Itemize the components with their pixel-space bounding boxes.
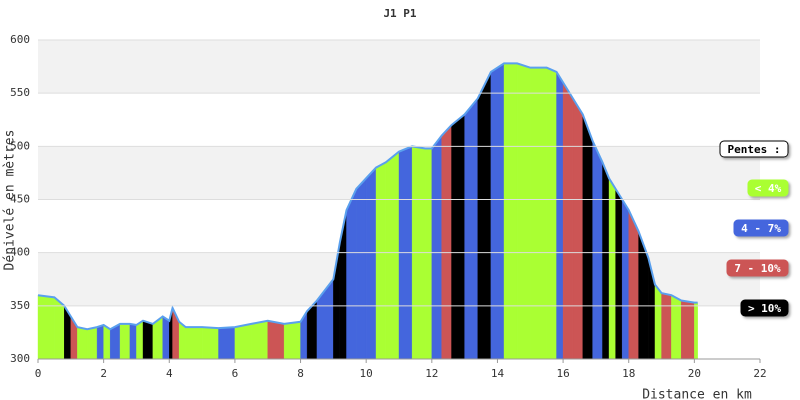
x-tick-label: 14 bbox=[491, 367, 505, 380]
slope-segment bbox=[201, 326, 219, 360]
slope-segment bbox=[162, 316, 170, 360]
slope-segment bbox=[546, 67, 557, 360]
slope-segment bbox=[136, 320, 144, 360]
legend-box bbox=[740, 299, 789, 317]
slope-segment bbox=[267, 320, 285, 360]
chart-title: J1 P1 bbox=[383, 7, 416, 20]
legend-item: 4 - 7% bbox=[733, 219, 789, 237]
slope-segment bbox=[608, 177, 616, 360]
slope-segment bbox=[621, 198, 629, 360]
slope-segment bbox=[96, 324, 104, 360]
slope-segment bbox=[694, 302, 698, 360]
slope-segment bbox=[562, 81, 574, 360]
x-tick-label: 8 bbox=[297, 367, 304, 380]
slope-segment bbox=[615, 188, 623, 360]
slope-segment bbox=[661, 292, 672, 360]
x-tick-label: 6 bbox=[232, 367, 239, 380]
slope-segment bbox=[218, 326, 236, 360]
x-tick-label: 2 bbox=[100, 367, 107, 380]
slope-segment bbox=[365, 167, 377, 360]
slope-segment bbox=[356, 177, 367, 360]
y-tick-label: 450 bbox=[10, 193, 30, 206]
profile-line bbox=[37, 62, 698, 331]
y-tick-label: 600 bbox=[10, 33, 30, 46]
slope-segment bbox=[346, 188, 357, 360]
slope-segment bbox=[87, 326, 98, 360]
slope-segment bbox=[516, 63, 531, 360]
legend-item: Pentes : bbox=[719, 140, 789, 158]
slope-segment bbox=[681, 300, 695, 360]
y-tick-label: 500 bbox=[10, 139, 30, 152]
legend-label: < 4% bbox=[755, 182, 782, 195]
slope-segment bbox=[185, 326, 203, 360]
x-tick-label: 18 bbox=[622, 367, 635, 380]
slope-segment bbox=[490, 63, 505, 360]
x-axis-label: Distance en km bbox=[642, 388, 752, 400]
slope-segment bbox=[425, 148, 433, 360]
y-axis-label: Dénivelé en mètres bbox=[3, 130, 18, 271]
slope-segment bbox=[103, 324, 111, 360]
slope-segment bbox=[385, 151, 400, 360]
legend-label: 7 - 10% bbox=[734, 262, 781, 275]
legend-label: > 10% bbox=[748, 302, 781, 315]
slope-segment bbox=[251, 320, 268, 360]
slope-segment bbox=[556, 71, 564, 360]
x-tick-label: 20 bbox=[688, 367, 701, 380]
legend-box bbox=[726, 259, 789, 277]
x-tick-label: 12 bbox=[425, 367, 438, 380]
y-tick-label: 550 bbox=[10, 86, 30, 99]
slope-segment bbox=[451, 114, 465, 360]
legend-box bbox=[747, 179, 789, 197]
legend-label: Pentes : bbox=[728, 143, 781, 156]
legend-item: 7 - 10% bbox=[726, 259, 789, 277]
x-tick-label: 0 bbox=[35, 367, 42, 380]
slope-segment bbox=[628, 210, 639, 360]
slope-segment bbox=[129, 323, 137, 360]
slope-segment bbox=[54, 296, 65, 360]
legend-item: < 4% bbox=[747, 179, 789, 197]
slope-segment bbox=[234, 323, 252, 360]
legend-box bbox=[733, 219, 789, 237]
slope-segment bbox=[530, 67, 547, 360]
x-tick-label: 22 bbox=[753, 367, 766, 380]
slope-segment bbox=[572, 97, 583, 360]
x-tick-label: 10 bbox=[360, 367, 373, 380]
y-tick-label: 300 bbox=[10, 352, 30, 365]
slope-segment bbox=[464, 97, 478, 360]
slope-segment bbox=[142, 320, 154, 360]
x-tick-label: 4 bbox=[166, 367, 173, 380]
slope-segment bbox=[37, 294, 55, 360]
slope-segment bbox=[477, 71, 492, 360]
slope-segment bbox=[602, 162, 610, 360]
x-tick-label: 16 bbox=[556, 367, 569, 380]
slope-segment bbox=[119, 323, 131, 360]
slope-segment bbox=[592, 140, 603, 360]
slope-segment bbox=[431, 135, 442, 360]
slope-segment bbox=[77, 326, 88, 360]
slope-segment bbox=[671, 294, 682, 360]
grid-band bbox=[38, 40, 760, 94]
grid-band bbox=[38, 93, 760, 147]
slope-segment bbox=[654, 283, 662, 360]
slope-segment bbox=[375, 161, 387, 360]
y-tick-label: 350 bbox=[10, 299, 30, 312]
slope-segment bbox=[503, 63, 518, 360]
legend-box bbox=[719, 140, 789, 158]
slope-segment bbox=[582, 114, 593, 360]
legend-label: 4 - 7% bbox=[741, 222, 781, 235]
slope-segment bbox=[441, 124, 452, 360]
y-tick-label: 400 bbox=[10, 246, 30, 259]
slope-segment bbox=[283, 321, 301, 360]
legend-item: > 10% bbox=[740, 299, 789, 317]
